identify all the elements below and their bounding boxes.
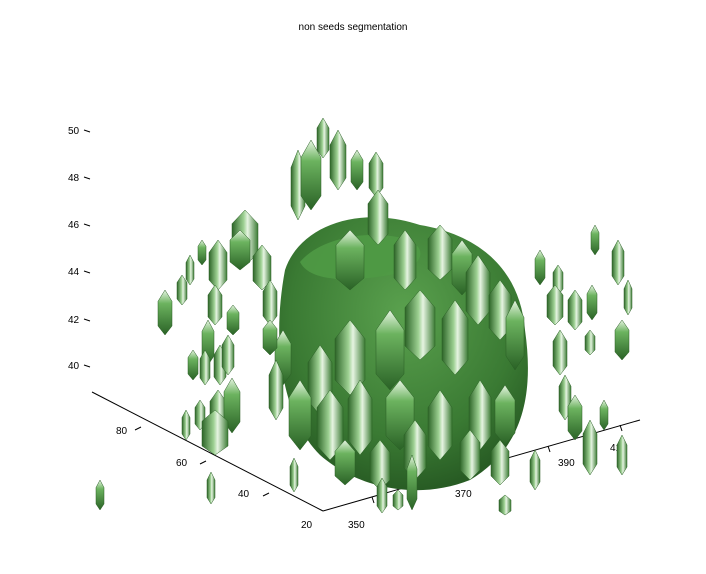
segmentation-blob xyxy=(584,329,596,356)
segmentation-blob xyxy=(590,224,600,256)
x-tick-label: 370 xyxy=(455,489,472,500)
segmentation-blob xyxy=(614,319,630,361)
z-tick-label: 42 xyxy=(68,315,80,326)
segmentation-blob xyxy=(534,249,546,286)
segmentation-blob xyxy=(616,434,628,476)
segmentation-blob xyxy=(347,379,373,456)
segmentation-blob xyxy=(367,189,389,246)
segmentation-blob xyxy=(221,334,235,376)
segmentation-blob xyxy=(197,239,207,266)
y-tick-label: 80 xyxy=(116,426,128,437)
segmentation-blob xyxy=(268,359,284,421)
segmentation-blob xyxy=(229,229,251,271)
segmentation-blob xyxy=(404,289,436,361)
segmentation-blob xyxy=(406,454,418,511)
y-tick-marks xyxy=(134,426,270,497)
segmentation-blob xyxy=(223,377,241,434)
segmentation-blob xyxy=(441,299,469,376)
segmentation-blob xyxy=(623,279,633,316)
segmentation-blob xyxy=(505,299,525,371)
segmentation-blob xyxy=(490,439,510,486)
segmentation-blob xyxy=(300,139,322,211)
segmentation-blob xyxy=(335,229,365,291)
z-tick-label: 50 xyxy=(68,126,80,137)
segmentation-blob xyxy=(375,309,405,391)
z-tick-label: 48 xyxy=(68,173,80,184)
segmentation-blob xyxy=(393,229,417,291)
segmentation-blob xyxy=(611,239,625,286)
segmentation-blob xyxy=(316,389,344,461)
segmentation-blob xyxy=(368,151,384,198)
segmentation-blob xyxy=(427,389,453,461)
segmentation-blob xyxy=(427,224,453,281)
segmentation-blob xyxy=(226,304,240,336)
segmentation-blob xyxy=(552,329,568,376)
segmentation-blob xyxy=(599,399,609,431)
segmentation-blob xyxy=(201,409,229,456)
segmentation-blob xyxy=(567,394,583,441)
segmentation-blob xyxy=(334,439,356,486)
x-tick-label: 350 xyxy=(348,520,365,531)
segmentation-blob xyxy=(252,244,272,291)
segmentation-blob xyxy=(206,471,216,505)
segmentation-blob xyxy=(199,349,211,386)
segmentation-blob xyxy=(350,149,364,191)
segmentation-blob xyxy=(207,284,223,326)
x-tick-label: 390 xyxy=(558,458,575,469)
segmentation-blob xyxy=(582,419,598,476)
segmentation-blob xyxy=(316,117,330,159)
segmentation-blob xyxy=(185,254,195,286)
segmentation-blob xyxy=(176,274,188,306)
segmentation-blob xyxy=(546,284,564,326)
segmentation-blob xyxy=(459,429,481,481)
plot-title: non seeds segmentation xyxy=(298,22,408,33)
y-tick-label: 20 xyxy=(301,520,313,531)
segmentation-blob xyxy=(288,379,312,451)
segmentation-blob xyxy=(465,254,491,326)
z-tick-marks xyxy=(83,129,91,368)
segmentation-blob xyxy=(567,289,583,331)
segmentation-blob xyxy=(488,279,512,341)
segmentation-blobs xyxy=(95,117,633,516)
segmentation-blob xyxy=(95,479,105,511)
segmentation-blob xyxy=(329,129,347,191)
y-tick-label: 40 xyxy=(238,489,250,500)
segmentation-blob xyxy=(289,457,299,493)
y-axis-line xyxy=(91,391,324,512)
segmentation-blob xyxy=(498,494,512,516)
z-tick-label: 40 xyxy=(68,361,80,372)
segmentation-blob xyxy=(494,384,516,446)
z-tick-label: 44 xyxy=(68,267,80,278)
segmentation-blob xyxy=(529,449,541,491)
segmentation-blob xyxy=(187,349,199,381)
segmentation-blob xyxy=(334,319,366,396)
segmentation-blob xyxy=(392,489,404,511)
segmentation-blob xyxy=(376,477,388,514)
segmentation-blob xyxy=(586,284,598,321)
z-tick-label: 46 xyxy=(68,220,80,231)
segmentation-blob xyxy=(208,239,228,291)
segmentation-blob xyxy=(157,289,173,336)
y-tick-label: 60 xyxy=(176,458,188,469)
segmentation-blob xyxy=(262,319,278,356)
segmentation-blob xyxy=(181,409,191,441)
